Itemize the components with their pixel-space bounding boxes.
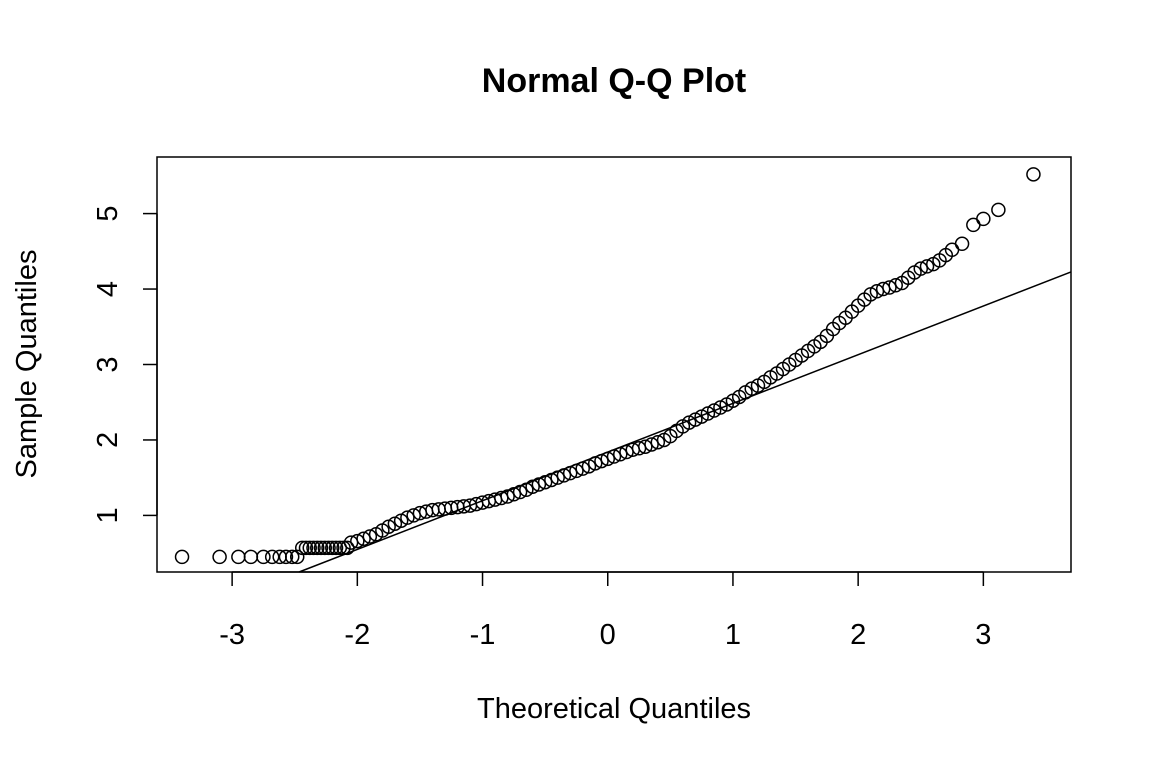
y-tick-label: 5: [92, 206, 124, 222]
x-tick-label: -1: [470, 619, 496, 651]
data-point: [321, 540, 336, 556]
data-point: [644, 437, 659, 452]
data-point: [289, 549, 305, 565]
data-point: [966, 217, 981, 233]
data-point: [954, 236, 970, 252]
data-point: [362, 529, 378, 544]
data-point: [284, 549, 300, 565]
data-point: [243, 549, 259, 565]
data-point: [306, 540, 321, 556]
data-point: [264, 549, 280, 565]
data-point: [317, 540, 333, 556]
data-point: [313, 540, 329, 556]
chart-title: Normal Q-Q Plot: [482, 62, 746, 100]
data-point: [991, 202, 1006, 218]
data-point: [976, 211, 991, 227]
points-layer: [174, 167, 1041, 565]
data-point: [328, 540, 344, 556]
y-axis-label: Sample Quantiles: [11, 250, 43, 479]
data-point: [174, 549, 190, 565]
reference-line: [298, 271, 1072, 573]
y-tick-label: 3: [92, 356, 124, 372]
data-point: [1026, 167, 1041, 182]
data-point: [350, 533, 365, 549]
data-point: [913, 261, 929, 276]
x-tick-label: 0: [600, 619, 616, 651]
data-point: [302, 540, 318, 556]
data-point: [256, 549, 271, 565]
y-axis: 1 2 3 4 5: [92, 206, 158, 523]
x-axis-label: Theoretical Quantiles: [477, 693, 751, 725]
data-point: [278, 549, 294, 565]
data-point: [212, 549, 227, 565]
plot-area: [156, 156, 1072, 573]
data-point: [638, 439, 653, 454]
data-point: [231, 549, 246, 565]
data-point: [650, 434, 666, 450]
data-point: [882, 280, 897, 295]
data-point: [500, 489, 515, 504]
data-point: [325, 540, 340, 556]
data-point: [919, 259, 935, 274]
x-tick-label: 1: [725, 619, 741, 651]
data-point: [888, 278, 903, 293]
x-tick-label: 3: [975, 619, 991, 651]
data-point: [310, 540, 325, 556]
data-point: [356, 531, 371, 547]
x-tick-label: -3: [219, 619, 245, 651]
data-point: [298, 540, 314, 556]
plot-border: [156, 156, 1072, 573]
y-tick-label: 1: [92, 507, 124, 523]
data-point: [294, 540, 310, 556]
y-tick-label: 4: [92, 281, 124, 297]
y-tick-label: 2: [92, 432, 124, 448]
x-tick-label: -2: [344, 619, 370, 651]
x-axis: -3 -2 -1 0 1 2 3: [219, 571, 991, 651]
data-point: [525, 479, 540, 494]
data-point: [400, 510, 415, 525]
data-point: [531, 477, 547, 492]
x-tick-label: 2: [850, 619, 866, 651]
